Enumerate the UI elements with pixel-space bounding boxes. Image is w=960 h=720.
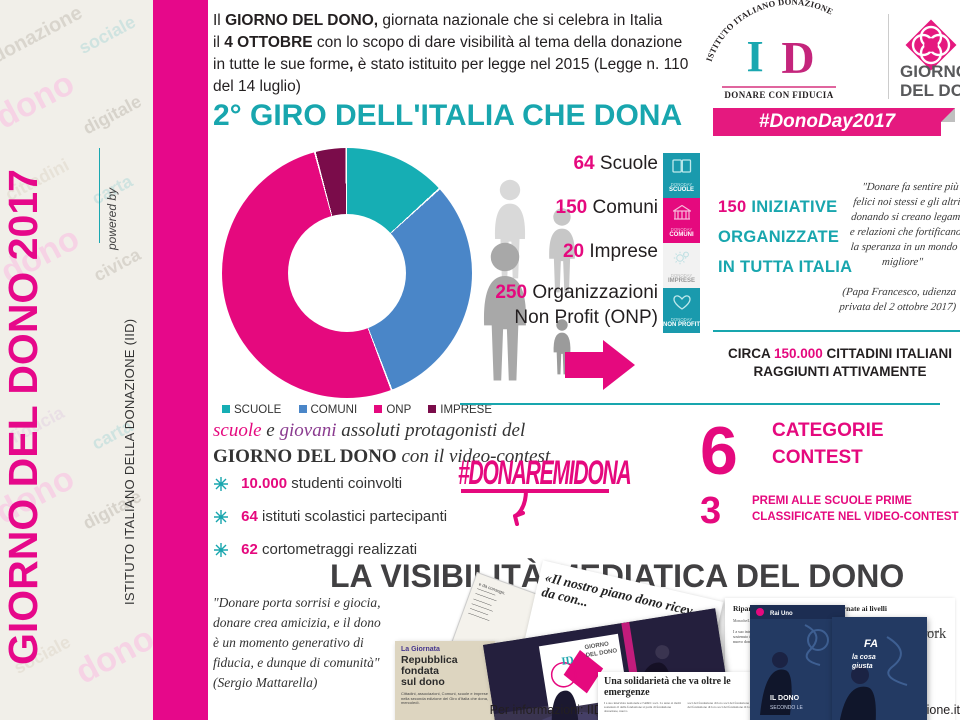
svg-text:D: D — [781, 32, 814, 83]
svg-text:ID: ID — [561, 654, 575, 668]
svg-text:giusta: giusta — [851, 663, 873, 670]
svg-text:ISTITUTO ITALIANO DONAZIONE: ISTITUTO ITALIANO DONAZIONE — [704, 0, 835, 63]
svg-text:dono: dono — [69, 619, 154, 692]
svg-text:IL DONO: IL DONO — [770, 695, 800, 702]
svg-text:Rai Uno: Rai Uno — [770, 611, 793, 617]
svg-text:SECONDO LE: SECONDO LE — [770, 705, 803, 711]
svg-text:FA: FA — [864, 638, 878, 650]
svg-text:I: I — [746, 32, 763, 81]
svg-text:la cosa: la cosa — [852, 654, 876, 661]
